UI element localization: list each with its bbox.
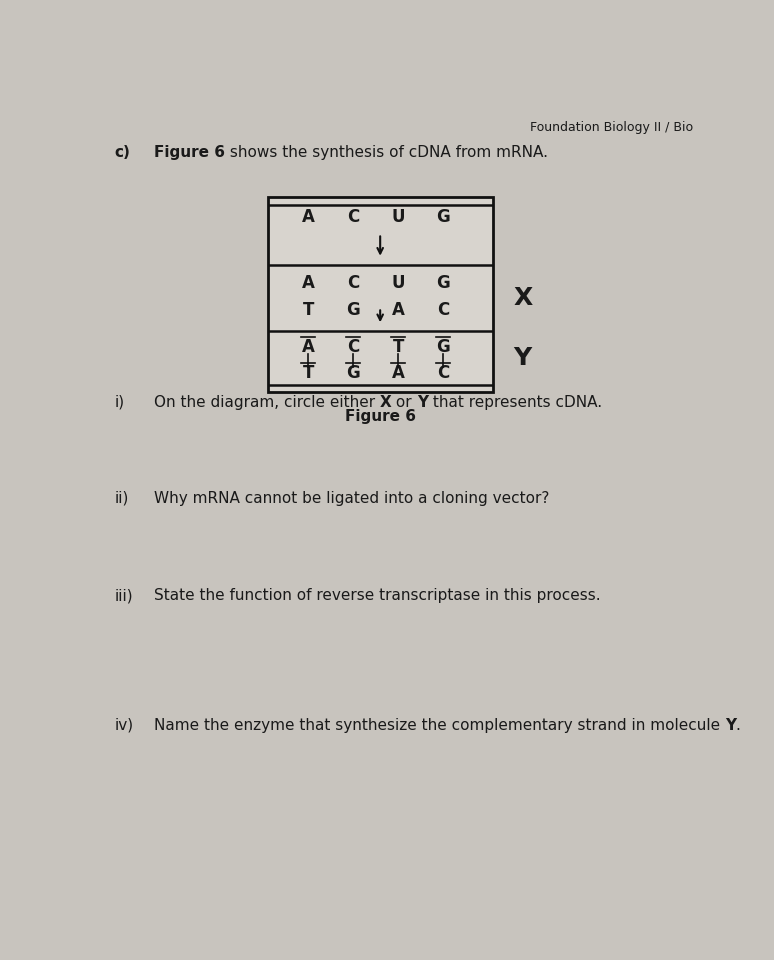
Text: G: G (437, 274, 450, 292)
Text: iv): iv) (115, 718, 134, 732)
Text: C: C (347, 338, 359, 356)
Text: c): c) (115, 145, 131, 159)
Text: T: T (392, 338, 404, 356)
Text: A: A (302, 274, 315, 292)
Text: or: or (392, 395, 417, 410)
Text: G: G (346, 364, 360, 382)
Text: State the function of reverse transcriptase in this process.: State the function of reverse transcript… (154, 588, 601, 603)
Text: iii): iii) (115, 588, 133, 603)
Bar (268, 197, 492, 393)
Text: Y: Y (514, 346, 532, 370)
Text: i): i) (115, 395, 125, 410)
Text: On the diagram, circle either: On the diagram, circle either (154, 395, 380, 410)
Text: that represents cDNA.: that represents cDNA. (428, 395, 602, 410)
Text: Foundation Biology II / Bio: Foundation Biology II / Bio (530, 121, 694, 134)
Text: ii): ii) (115, 491, 129, 506)
Text: Figure 6: Figure 6 (154, 145, 224, 159)
Text: C: C (437, 364, 449, 382)
Text: G: G (437, 208, 450, 227)
Text: X: X (380, 395, 392, 410)
Text: G: G (346, 301, 360, 320)
Text: T: T (303, 364, 314, 382)
Text: U: U (392, 274, 405, 292)
Text: Why mRNA cannot be ligated into a cloning vector?: Why mRNA cannot be ligated into a clonin… (154, 491, 549, 506)
Text: A: A (302, 338, 315, 356)
Text: shows the synthesis of cDNA from mRNA.: shows the synthesis of cDNA from mRNA. (224, 145, 548, 159)
Text: Y: Y (417, 395, 428, 410)
Text: A: A (392, 364, 405, 382)
Text: U: U (392, 208, 405, 227)
Text: .: . (736, 718, 741, 732)
Text: X: X (514, 286, 533, 310)
Text: G: G (437, 338, 450, 356)
Text: C: C (437, 301, 449, 320)
Text: A: A (302, 208, 315, 227)
Text: Figure 6: Figure 6 (344, 409, 416, 423)
Text: T: T (303, 301, 314, 320)
Text: C: C (347, 274, 359, 292)
Text: Y: Y (724, 718, 736, 732)
Text: A: A (392, 301, 405, 320)
Text: Name the enzyme that synthesize the complementary strand in molecule: Name the enzyme that synthesize the comp… (154, 718, 724, 732)
Text: C: C (347, 208, 359, 227)
